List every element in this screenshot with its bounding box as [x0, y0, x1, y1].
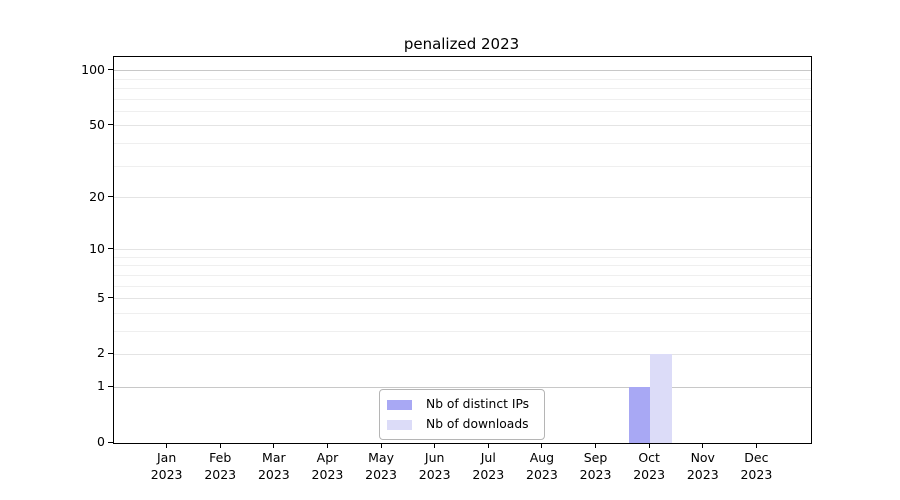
y-tick-label-0: 0	[97, 434, 105, 449]
x-tick-label-oct: Oct 2023	[617, 450, 681, 483]
plot-area: Nb of distinct IPs Nb of downloads	[113, 56, 812, 444]
legend-row-distinct-ips: Nb of distinct IPs	[387, 396, 535, 413]
x-tick-dec	[755, 443, 757, 448]
gridline-major-5	[114, 298, 811, 300]
x-tick-label-feb: Feb 2023	[188, 450, 252, 483]
gridline-minor-40	[114, 143, 811, 145]
x-tick-label-nov: Nov 2023	[671, 450, 735, 483]
plot-canvas: Nb of distinct IPs Nb of downloads	[114, 57, 811, 443]
gridline-minor-70	[114, 98, 811, 100]
gridline-minor-9	[114, 256, 811, 258]
x-tick-jun	[434, 443, 436, 448]
x-tick-month: Aug	[529, 450, 555, 465]
gridline-minor-6	[114, 285, 811, 287]
x-tick-year: 2023	[526, 466, 558, 482]
y-tick-1	[108, 385, 113, 387]
y-tick-label-1: 1	[97, 378, 105, 394]
x-tick-year: 2023	[150, 466, 183, 482]
x-tick-month: Jul	[480, 450, 496, 465]
x-tick-month: Apr	[316, 450, 339, 465]
bar-nb-of-downloads-oct	[650, 354, 672, 443]
y-tick-label-20: 20	[89, 188, 105, 204]
x-tick-year: 2023	[579, 466, 612, 482]
x-tick-year: 2023	[740, 466, 773, 482]
legend: Nb of distinct IPs Nb of downloads	[379, 389, 545, 440]
gridline-major-20	[114, 197, 811, 199]
x-tick-jan	[166, 443, 168, 448]
y-tick-label-5: 5	[97, 289, 105, 305]
x-tick-year: 2023	[633, 466, 666, 482]
x-tick-month: Feb	[209, 450, 232, 465]
gridline-major-50	[114, 125, 811, 127]
x-tick-sep	[595, 443, 597, 448]
x-tick-label-may: May 2023	[349, 450, 413, 483]
x-tick-year: 2023	[418, 466, 451, 482]
y-tick-20	[108, 196, 113, 198]
y-tick-0	[108, 441, 113, 443]
y-tick-50	[108, 124, 113, 126]
x-tick-month: Nov	[690, 450, 715, 465]
x-tick-year: 2023	[311, 466, 344, 482]
x-tick-year: 2023	[686, 466, 719, 482]
x-tick-label-jul: Jul 2023	[456, 450, 520, 483]
x-tick-aug	[541, 443, 543, 448]
chart-title: penalized 2023	[403, 35, 520, 53]
x-tick-month: Oct	[638, 450, 660, 465]
x-tick-year: 2023	[204, 466, 237, 482]
gridline-minor-30	[114, 165, 811, 167]
x-tick-nov	[702, 443, 704, 448]
x-tick-may	[380, 443, 382, 448]
x-tick-label-jun: Jun 2023	[403, 450, 467, 483]
x-tick-label-aug: Aug 2023	[510, 450, 574, 483]
gridline-minor-4	[114, 312, 811, 314]
bar-nb-of-distinct-ips-oct	[628, 387, 651, 443]
x-tick-month: Jan	[156, 450, 177, 465]
x-tick-year: 2023	[365, 466, 397, 482]
x-tick-month: Dec	[744, 450, 769, 465]
x-tick-mar	[273, 443, 275, 448]
gridline-minor-8	[114, 265, 811, 267]
legend-swatch-downloads	[387, 419, 412, 430]
y-tick-2	[108, 352, 113, 354]
y-tick-10	[108, 248, 113, 250]
x-tick-apr	[326, 443, 328, 448]
gridline-major-1	[114, 386, 811, 388]
x-tick-month: Sep	[583, 450, 608, 465]
gridline-minor-90	[114, 78, 811, 80]
x-tick-year: 2023	[472, 466, 505, 482]
y-tick-100	[108, 69, 113, 71]
x-tick-month: Mar	[262, 450, 286, 465]
y-tick-label-2: 2	[97, 345, 105, 361]
y-tick-label-10: 10	[89, 240, 105, 256]
gridline-minor-7	[114, 274, 811, 276]
legend-label-downloads: Nb of downloads	[426, 417, 529, 431]
gridline-major-10	[114, 249, 811, 251]
gridline-minor-3	[114, 330, 811, 332]
x-tick-year: 2023	[257, 466, 290, 482]
gridline-minor-80	[114, 88, 811, 90]
x-tick-oct	[648, 443, 650, 448]
x-tick-label-apr: Apr 2023	[295, 450, 359, 483]
x-tick-feb	[219, 443, 221, 448]
x-tick-label-jan: Jan 2023	[135, 450, 199, 483]
x-tick-jul	[487, 443, 489, 448]
x-tick-label-mar: Mar 2023	[242, 450, 306, 483]
legend-row-downloads: Nb of downloads	[387, 416, 535, 433]
y-tick-label-50: 50	[89, 116, 105, 132]
x-tick-label-dec: Dec 2023	[724, 450, 788, 483]
x-tick-label-sep: Sep 2023	[564, 450, 628, 483]
y-tick-5	[108, 297, 113, 299]
legend-label-distinct-ips: Nb of distinct IPs	[426, 397, 530, 411]
x-tick-month: Jun	[424, 450, 445, 465]
legend-swatch-distinct-ips	[387, 399, 412, 410]
gridline-minor-60	[114, 111, 811, 113]
gridline-major-100	[114, 70, 811, 72]
gridline-major-2	[114, 353, 811, 355]
x-tick-month: May	[368, 450, 394, 465]
y-tick-label-100: 100	[81, 61, 105, 77]
